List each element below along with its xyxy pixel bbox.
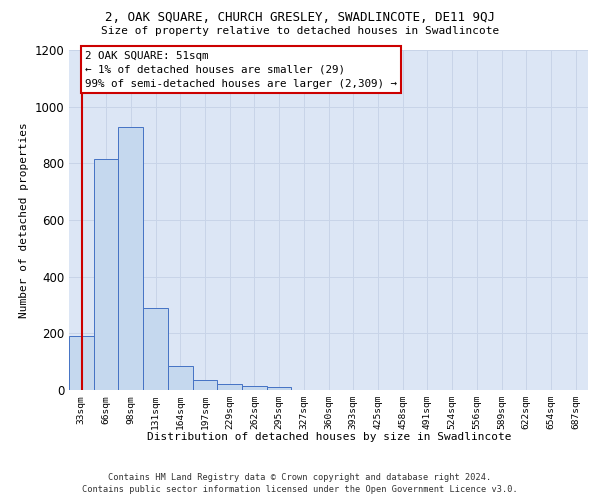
- Bar: [69, 336, 94, 390]
- Bar: [94, 159, 118, 390]
- Text: Contains HM Land Registry data © Crown copyright and database right 2024.: Contains HM Land Registry data © Crown c…: [109, 472, 491, 482]
- Text: Size of property relative to detached houses in Swadlincote: Size of property relative to detached ho…: [101, 26, 499, 36]
- Text: Distribution of detached houses by size in Swadlincote: Distribution of detached houses by size …: [146, 432, 511, 442]
- Bar: [168, 366, 193, 390]
- Bar: [217, 384, 242, 390]
- Y-axis label: Number of detached properties: Number of detached properties: [19, 122, 29, 318]
- Bar: [242, 386, 267, 390]
- Text: 2 OAK SQUARE: 51sqm
← 1% of detached houses are smaller (29)
99% of semi-detache: 2 OAK SQUARE: 51sqm ← 1% of detached hou…: [85, 50, 397, 88]
- Text: Contains public sector information licensed under the Open Government Licence v3: Contains public sector information licen…: [82, 485, 518, 494]
- Bar: [267, 386, 292, 390]
- Text: 2, OAK SQUARE, CHURCH GRESLEY, SWADLINCOTE, DE11 9QJ: 2, OAK SQUARE, CHURCH GRESLEY, SWADLINCO…: [105, 11, 495, 24]
- Bar: [143, 308, 168, 390]
- Bar: [118, 126, 143, 390]
- Bar: [193, 380, 217, 390]
